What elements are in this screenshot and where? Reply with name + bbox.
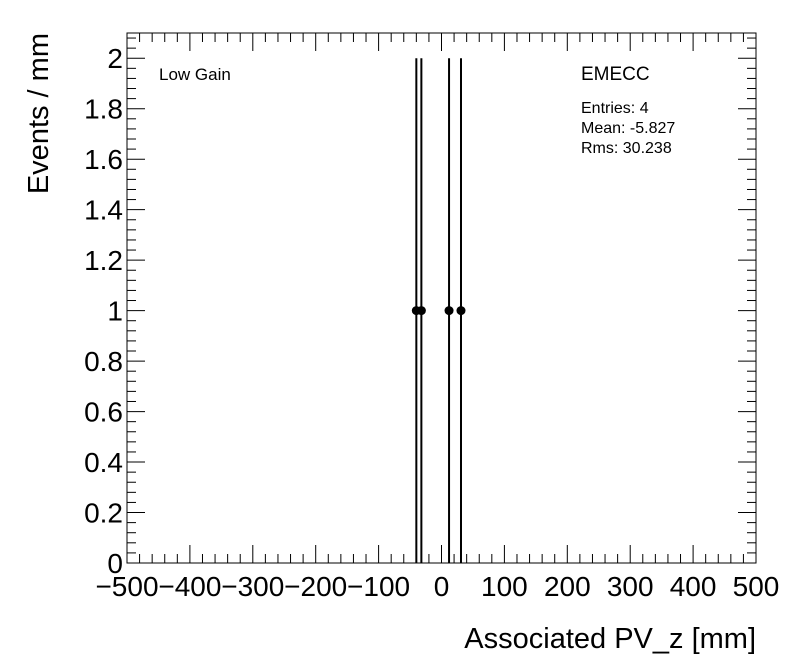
y-tick-label: 0.2 [84, 498, 123, 529]
low-gain-label: Low Gain [159, 65, 231, 84]
x-tick-label: 0 [434, 571, 450, 602]
x-tick-label: −400 [158, 571, 221, 602]
stats-rms: Rms: 30.238 [581, 140, 672, 157]
x-tick-label: −300 [221, 571, 284, 602]
y-tick-label: 0 [107, 548, 123, 579]
y-tick-label: 0.8 [84, 346, 123, 377]
y-tick-label: 1.2 [84, 245, 123, 276]
x-tick-label: −200 [284, 571, 347, 602]
x-tick-label: 500 [733, 571, 780, 602]
y-tick-label: 1.8 [84, 94, 123, 125]
x-tick-label: 300 [607, 571, 654, 602]
y-tick-labels: 0 0.2 0.4 0.6 0.8 1 1.2 1.4 1.6 1.8 2 [84, 43, 123, 579]
data-points [411, 58, 466, 563]
data-point [444, 306, 454, 316]
x-tick-labels: −500 −400 −300 −200 −100 0 100 200 300 400 500 [95, 571, 779, 602]
x-tick-label: 200 [544, 571, 591, 602]
x-tick-label: 100 [481, 571, 528, 602]
detector-label: EMECC [581, 64, 650, 85]
plot-frame [126, 32, 757, 564]
y-tick-label: 1.4 [84, 195, 123, 226]
stats-entries: Entries: 4 [581, 100, 649, 117]
data-point [416, 306, 426, 316]
y-tick-label: 1 [107, 296, 123, 327]
y-tick-label: 0.6 [84, 397, 123, 428]
data-point [456, 306, 466, 316]
x-tick-label: −100 [347, 571, 410, 602]
y-tick-label: 1.6 [84, 144, 123, 175]
y-axis-title: Events / mm [23, 33, 55, 194]
y-tick-label: 0.4 [84, 447, 123, 478]
x-tick-label: 400 [670, 571, 717, 602]
y-tick-label: 2 [107, 43, 123, 74]
axis-ticks [126, 33, 757, 564]
stats-mean: Mean: -5.827 [581, 120, 675, 137]
x-tick-label: −500 [95, 571, 158, 602]
x-axis-title: Associated PV_z [mm] [464, 623, 756, 655]
